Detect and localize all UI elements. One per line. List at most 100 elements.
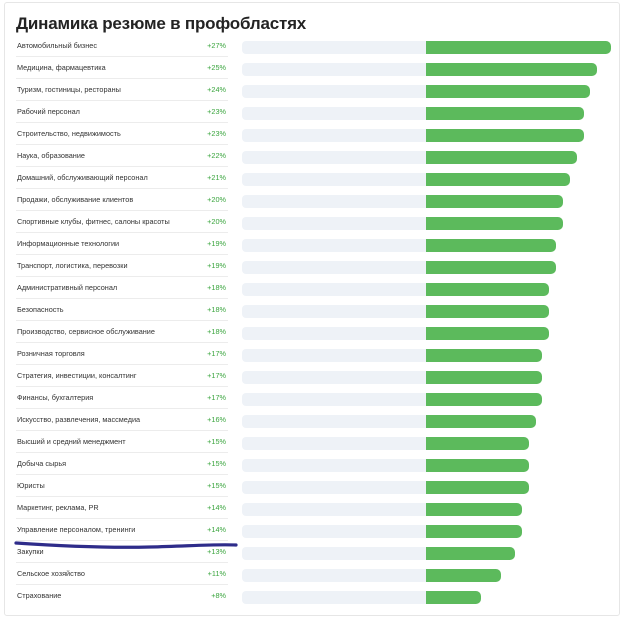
category-label: Добыча сырья: [17, 459, 67, 468]
row-divider: [16, 474, 228, 475]
bar-track: [242, 349, 427, 362]
bar: [426, 525, 522, 538]
bar-track: [242, 393, 427, 406]
category-label: Сельское хозяйство: [17, 569, 85, 578]
row-divider: [16, 188, 228, 189]
category-label: Искусство, развлечения, массмедиа: [17, 415, 141, 424]
bar-track: [242, 305, 427, 318]
value-label: +17%: [207, 393, 226, 402]
row-divider: [16, 298, 228, 299]
value-label: +17%: [207, 371, 226, 380]
bar: [426, 503, 522, 516]
bar-track: [242, 239, 427, 252]
value-label: +17%: [207, 349, 226, 358]
bar-track: [242, 107, 427, 120]
row-divider: [16, 540, 228, 541]
row-divider: [16, 562, 228, 563]
bar: [426, 371, 542, 384]
value-label: +14%: [207, 525, 226, 534]
category-label: Домашний, обслуживающий персонал: [17, 173, 148, 182]
bar-track: [242, 569, 427, 582]
chart-row: Производство, сервисное обслуживание +18%: [0, 321, 627, 343]
value-label: +23%: [207, 107, 226, 116]
chart-row: Управление персоналом, тренинги +14%: [0, 519, 627, 541]
bar: [426, 173, 570, 186]
chart-row: Автомобильный бизнес +27%: [0, 35, 627, 57]
row-divider: [16, 254, 228, 255]
chart-row: Строительство, недвижимость +23%: [0, 123, 627, 145]
row-divider: [16, 78, 228, 79]
value-label: +18%: [207, 305, 226, 314]
category-label: Информационные технологии: [17, 239, 120, 248]
bar: [426, 41, 611, 54]
row-divider: [16, 584, 228, 585]
bar-track: [242, 327, 427, 340]
bar: [426, 63, 597, 76]
bar-track: [242, 41, 427, 54]
category-label: Стратегия, инвестиции, консалтинг: [17, 371, 137, 380]
chart-row: Розничная торговля +17%: [0, 343, 627, 365]
category-label: Туризм, гостиницы, рестораны: [17, 85, 121, 94]
bar: [426, 85, 590, 98]
bar-track: [242, 459, 427, 472]
bar: [426, 261, 556, 274]
row-divider: [16, 122, 228, 123]
bar: [426, 437, 529, 450]
bar-track: [242, 481, 427, 494]
value-label: +15%: [207, 437, 226, 446]
row-divider: [16, 408, 228, 409]
bar-track: [242, 217, 427, 230]
bar: [426, 547, 515, 560]
chart-row: Наука, образование +22%: [0, 145, 627, 167]
value-label: +18%: [207, 327, 226, 336]
value-label: +11%: [207, 569, 226, 578]
value-label: +15%: [207, 459, 226, 468]
row-divider: [16, 364, 228, 365]
bar-track: [242, 173, 427, 186]
row-divider: [16, 276, 228, 277]
row-divider: [16, 320, 228, 321]
category-label: Розничная торговля: [17, 349, 85, 358]
value-label: +25%: [207, 63, 226, 72]
chart-row: Продажи, обслуживание клиентов +20%: [0, 189, 627, 211]
bar: [426, 305, 549, 318]
value-label: +16%: [207, 415, 226, 424]
value-label: +27%: [207, 41, 226, 50]
category-label: Высший и средний менеджмент: [17, 437, 126, 446]
bar: [426, 217, 563, 230]
bar-track: [242, 415, 427, 428]
chart-row: Транспорт, логистика, перевозки +19%: [0, 255, 627, 277]
bar: [426, 195, 563, 208]
chart-row: Добыча сырья +15%: [0, 453, 627, 475]
chart-row: Медицина, фармацевтика +25%: [0, 57, 627, 79]
bar-track: [242, 283, 427, 296]
category-label: Безопасность: [17, 305, 64, 314]
value-label: +23%: [207, 129, 226, 138]
chart-row: Закупки +13%: [0, 541, 627, 563]
value-label: +15%: [207, 481, 226, 490]
category-label: Закупки: [17, 547, 44, 556]
row-divider: [16, 210, 228, 211]
chart-row: Безопасность +18%: [0, 299, 627, 321]
row-divider: [16, 342, 228, 343]
chart-row: Высший и средний менеджмент +15%: [0, 431, 627, 453]
category-label: Управление персоналом, тренинги: [17, 525, 136, 534]
bar: [426, 569, 501, 582]
bar: [426, 239, 556, 252]
bar-track: [242, 547, 427, 560]
bar-track: [242, 195, 427, 208]
bar-track: [242, 151, 427, 164]
chart-title: Динамика резюме в профобластях: [16, 14, 307, 33]
bar: [426, 107, 584, 120]
row-divider: [16, 166, 228, 167]
chart-row: Рабочий персонал +23%: [0, 101, 627, 123]
bar: [426, 151, 577, 164]
category-label: Транспорт, логистика, перевозки: [17, 261, 128, 270]
chart-row: Юристы +15%: [0, 475, 627, 497]
row-divider: [16, 386, 228, 387]
bar-track: [242, 261, 427, 274]
bar-track: [242, 591, 427, 604]
category-label: Строительство, недвижимость: [17, 129, 121, 138]
value-label: +18%: [207, 283, 226, 292]
chart-row: Финансы, бухгалтерия +17%: [0, 387, 627, 409]
